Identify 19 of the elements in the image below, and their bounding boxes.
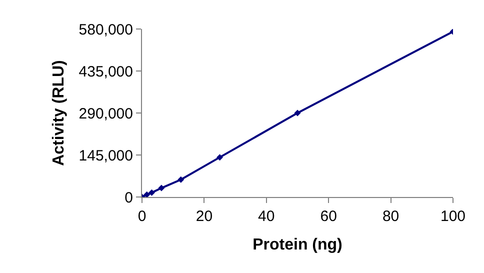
point <box>158 184 165 192</box>
point <box>178 176 184 183</box>
y-tick-label: 435,000 <box>78 63 133 80</box>
x-tick-label: 0 <box>138 208 146 225</box>
y-axis-title: Activity (RLU) <box>50 60 68 166</box>
x-tick-label: 40 <box>258 208 275 225</box>
point <box>216 154 223 161</box>
point <box>144 191 150 197</box>
x-tick-label: 100 <box>440 208 466 225</box>
x-tick-label: 60 <box>320 208 337 225</box>
point <box>148 189 155 196</box>
y-tick-label: 290,000 <box>78 105 133 122</box>
y-tick-label: 0 <box>124 189 133 206</box>
x-tick-label: 20 <box>196 208 213 225</box>
x-tick-label: 80 <box>382 208 400 225</box>
point <box>294 110 301 116</box>
y-tick-label: 580,000 <box>78 21 133 38</box>
y-tick-label: 145,000 <box>78 147 133 164</box>
x-axis-title: Protein (ng) <box>252 236 342 254</box>
